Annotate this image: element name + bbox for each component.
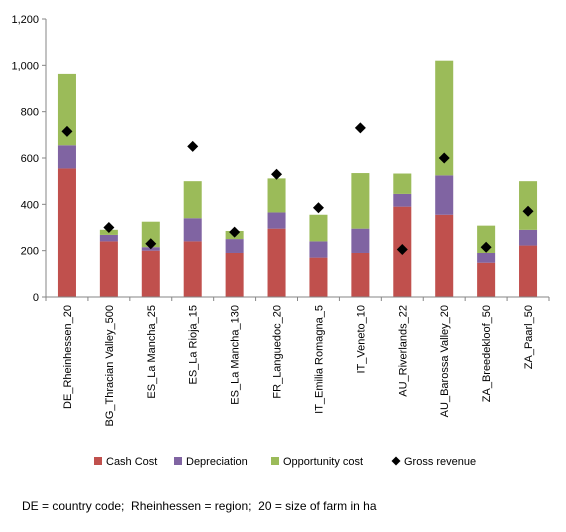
bar-depreciation (435, 175, 454, 215)
bar-depreciation (309, 241, 328, 258)
marker-gross-revenue (103, 222, 115, 233)
bar-depreciation (351, 228, 370, 253)
x-tick-label: ZA_Breedekloof_50 (481, 305, 493, 402)
x-tick-label: AU_Barossa Valley_20 (439, 305, 451, 417)
bar-depreciation (393, 193, 412, 207)
y-tick-label: 1,000 (11, 60, 39, 72)
marker-gross-revenue (145, 238, 157, 250)
bar-cash-cost (351, 252, 370, 297)
bar-cash-cost (225, 252, 244, 297)
legend-label: Cash Cost (106, 456, 157, 468)
bar-depreciation (183, 218, 202, 242)
legend-label: Gross revenue (404, 456, 476, 468)
bar-depreciation (267, 212, 286, 229)
bar-opportunity-cost (57, 73, 76, 146)
x-tick-label: ES_La Mancha_25 (146, 305, 158, 399)
marker-gross-revenue (396, 244, 408, 256)
y-tick-label: 1,200 (11, 14, 39, 26)
x-tick-label: IT_Emilia Romagna_5 (313, 305, 325, 414)
marker-gross-revenue (480, 241, 492, 253)
legend: Cash Cost Depreciation Opportunity cost Gro… (94, 456, 476, 468)
bar-opportunity-cost (267, 178, 286, 213)
bar-cash-cost (477, 262, 496, 297)
bar-cash-cost (435, 214, 454, 297)
x-tick-label: DE_Rheinhessen_20 (62, 305, 74, 409)
y-tick-label: 0 (33, 292, 39, 304)
marker-gross-revenue (271, 168, 283, 180)
y-tick-label: 800 (21, 107, 39, 119)
bar-cash-cost (309, 257, 328, 297)
x-tick-label: ZA_Paarl_50 (523, 305, 535, 369)
bar-opportunity-cost (309, 214, 328, 242)
marker-gross-revenue (354, 122, 366, 134)
y-tick-label: 200 (21, 246, 39, 258)
bar-opportunity-cost (393, 173, 412, 194)
bar-cash-cost (519, 245, 538, 297)
legend-swatch (391, 456, 401, 466)
footnote: DE = country code; Rheinhessen = region;… (22, 499, 377, 513)
bar-opportunity-cost (519, 181, 538, 230)
bar-depreciation (477, 252, 496, 263)
legend-swatch (271, 457, 279, 465)
bar-depreciation (519, 229, 538, 246)
marker-gross-revenue (438, 152, 450, 164)
marker-gross-revenue (522, 205, 534, 217)
x-tick-label: ES_La Mancha_130 (230, 305, 242, 405)
y-tick-label: 600 (21, 153, 39, 165)
y-tick-label: 400 (21, 199, 39, 211)
bar-depreciation (99, 234, 118, 242)
legend-label: Opportunity cost (283, 456, 363, 468)
bar-cash-cost (267, 228, 286, 297)
marker-gross-revenue (229, 226, 241, 238)
bar-cash-cost (141, 250, 160, 297)
bar-depreciation (57, 145, 76, 169)
bar-depreciation (225, 239, 244, 253)
bar-cash-cost (99, 241, 118, 297)
marker-gross-revenue (61, 125, 73, 137)
x-tick-label: AU_Riverlands_22 (397, 305, 409, 397)
marker-gross-revenue (187, 140, 199, 152)
x-tick-label: ES_La Rioja_15 (188, 305, 200, 385)
bar-opportunity-cost (435, 60, 454, 176)
bar-cash-cost (183, 241, 202, 297)
marker-gross-revenue (312, 202, 324, 214)
x-tick-label: FR_Languedoc_20 (272, 305, 284, 399)
bar-opportunity-cost (351, 173, 370, 229)
legend-swatch (174, 457, 182, 465)
bar-opportunity-cost (183, 181, 202, 219)
legend-swatch (94, 457, 102, 465)
x-tick-label: IT_Veneto_10 (355, 305, 367, 374)
bar-opportunity-cost (477, 225, 496, 253)
plot-area: 0 200 400 600 800 1,000 1,200 DE_Rheinhessen_20… (11, 14, 550, 426)
bar-cash-cost (57, 168, 76, 297)
legend-label: Depreciation (186, 456, 248, 468)
bar-opportunity-cost (141, 221, 160, 248)
x-tick-label: BG_Thracian Valley_500 (104, 305, 116, 426)
